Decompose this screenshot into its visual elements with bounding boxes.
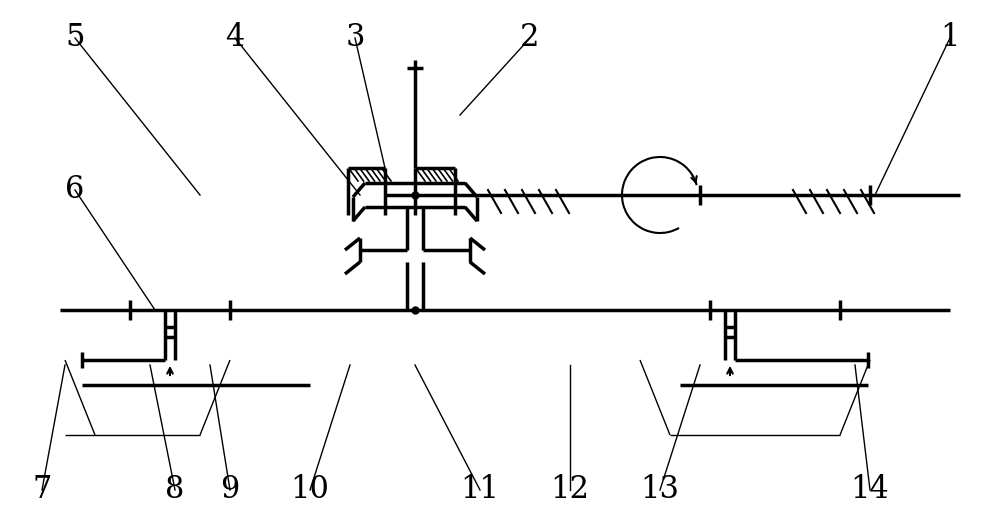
Text: 3: 3	[345, 22, 365, 54]
Text: 11: 11	[460, 475, 500, 505]
Text: 13: 13	[640, 475, 680, 505]
Text: 4: 4	[225, 22, 245, 54]
Text: 9: 9	[220, 475, 240, 505]
Text: 6: 6	[65, 175, 85, 205]
Text: 2: 2	[520, 22, 540, 54]
Text: 7: 7	[32, 475, 52, 505]
Text: 10: 10	[291, 475, 329, 505]
Text: 8: 8	[165, 475, 185, 505]
Text: 12: 12	[550, 475, 590, 505]
Text: 5: 5	[65, 22, 85, 54]
Text: 14: 14	[851, 475, 889, 505]
Text: 1: 1	[940, 22, 960, 54]
